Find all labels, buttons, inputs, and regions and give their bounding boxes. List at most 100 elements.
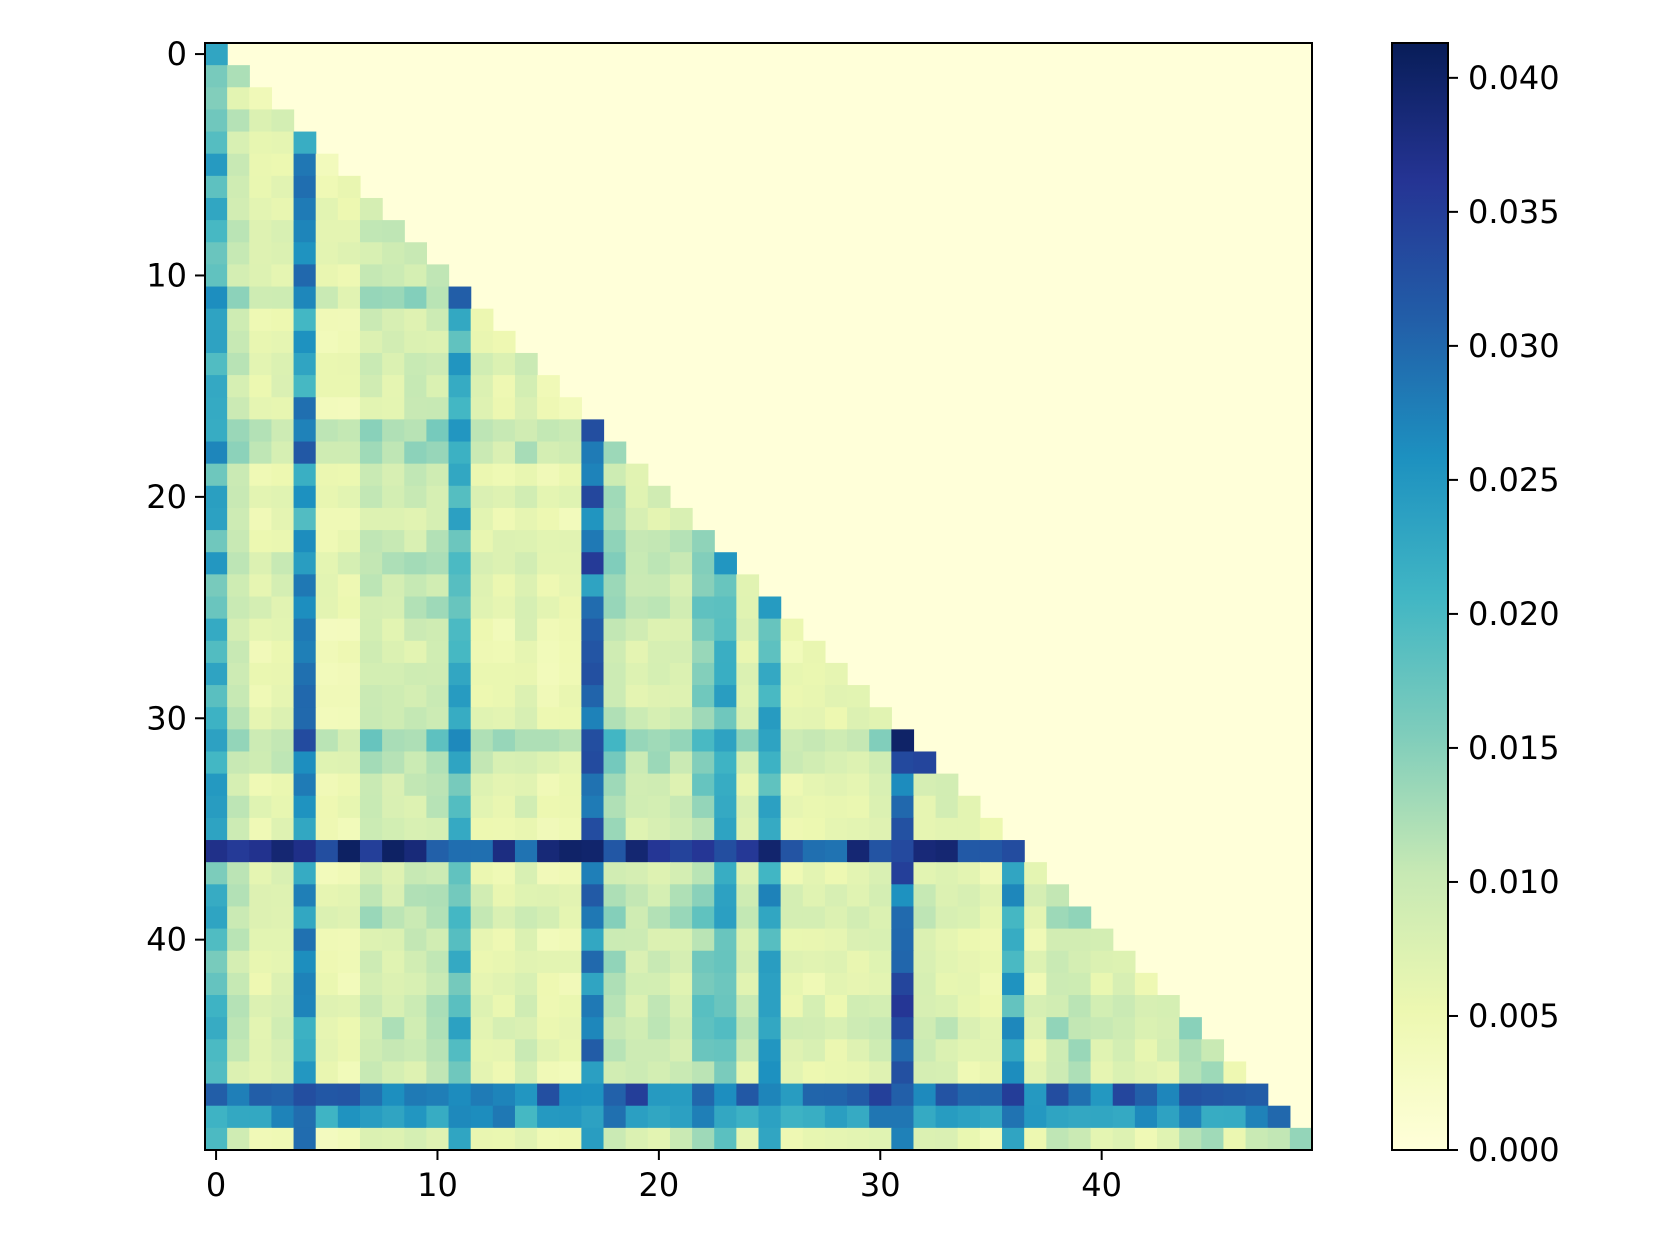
heatmap-cell [979,884,1003,908]
heatmap-cell [559,685,582,708]
heatmap-cell [448,286,472,310]
heatmap-cell [913,773,937,797]
heatmap-cell [205,65,228,88]
heatmap-cell [537,862,560,885]
heatmap-cell [647,995,671,1018]
heatmap-cell [869,751,892,775]
heatmap-cell [426,352,450,376]
heatmap-cell [337,862,361,885]
heatmap-cell [448,640,472,664]
heatmap-cell [249,1039,273,1063]
heatmap-cell [448,1127,472,1151]
heatmap-cell [227,840,250,863]
heatmap-cell [692,1083,715,1107]
heatmap-cell [249,995,273,1018]
heatmap-cell [382,574,405,598]
heatmap-cell [315,950,339,974]
heatmap-cell [205,707,228,730]
heatmap-cell [802,1017,826,1040]
heatmap-cell [537,640,560,664]
heatmap-cell [205,43,228,66]
heatmap-cell [293,507,317,531]
heatmap-cell [249,485,273,509]
heatmap-cell [913,862,937,885]
heatmap-cell [537,906,560,930]
heatmap-cell [315,662,339,686]
heatmap-cell [448,817,472,841]
heatmap-cell [913,995,937,1018]
heatmap-cell [891,817,915,841]
heatmap-cell [205,1039,228,1063]
heatmap-cell [249,862,273,885]
heatmap-cell [537,596,560,620]
heatmap-cell [603,862,627,885]
heatmap-cell [359,1105,383,1129]
heatmap-cell [625,906,649,930]
heatmap-cell [249,618,273,642]
heatmap-cell [979,995,1003,1018]
heatmap-cell [227,87,250,111]
heatmap-cell [205,286,228,310]
heatmap-cell [736,1083,760,1107]
heatmap-cell [603,884,627,908]
heatmap-cell [271,242,295,265]
heatmap-cell [1024,884,1047,908]
heatmap-cell [337,175,361,199]
heatmap-cell [470,530,494,553]
heatmap-cell [736,574,760,598]
heatmap-cell [559,1017,582,1040]
heatmap-cell [1024,1017,1047,1040]
heatmap-cell [315,375,339,398]
heatmap-cell [647,972,671,996]
colorbar-tick-label: 0.040 [1468,59,1560,97]
heatmap-cell [692,751,715,775]
heatmap-cell [1024,1083,1047,1107]
heatmap-cell [492,618,516,642]
heatmap-cell [957,862,981,885]
heatmap-cell [1179,1017,1202,1040]
heatmap-cell [736,1017,760,1040]
heatmap-cell [935,1017,959,1040]
heatmap-cell [736,729,760,753]
heatmap-cell [957,995,981,1018]
heatmap-cell [404,795,427,819]
heatmap-cell [293,1105,317,1129]
heatmap-cell [714,618,737,642]
heatmap-cell [1068,1039,1092,1063]
heatmap-cell [559,640,582,664]
heatmap-cell [736,950,760,974]
heatmap-cell [271,685,295,708]
heatmap-cell [337,840,361,863]
heatmap-cell [492,574,516,598]
heatmap-cell [271,1017,295,1040]
heatmap-cell [891,1127,915,1151]
heatmap-cell [1245,1105,1269,1129]
heatmap-cell [492,862,516,885]
heatmap-cell [382,662,405,686]
heatmap-cell [205,507,228,531]
heatmap-cell [514,507,538,531]
heatmap-cell [426,906,450,930]
heatmap-cell [382,729,405,753]
heatmap-cell [514,552,538,575]
heatmap-cell [315,552,339,575]
heatmap-cell [979,1083,1003,1107]
heatmap-cell [957,1061,981,1085]
heatmap-cell [492,397,516,420]
heatmap-cell [647,552,671,575]
heatmap-cell [359,972,383,996]
heatmap-cell [625,685,649,708]
heatmap-cell [1068,1061,1092,1085]
heatmap-cell [559,552,582,575]
heatmap-cell [736,862,760,885]
heatmap-cell [271,330,295,354]
heatmap-cell [758,1083,782,1107]
heatmap-cell [227,884,250,908]
heatmap-cell [559,397,582,420]
heatmap-cell [205,817,228,841]
heatmap-cell [227,153,250,177]
heatmap-cell [470,751,494,775]
heatmap-cell [359,817,383,841]
heatmap-cell [492,685,516,708]
heatmap-cell [979,1127,1003,1151]
